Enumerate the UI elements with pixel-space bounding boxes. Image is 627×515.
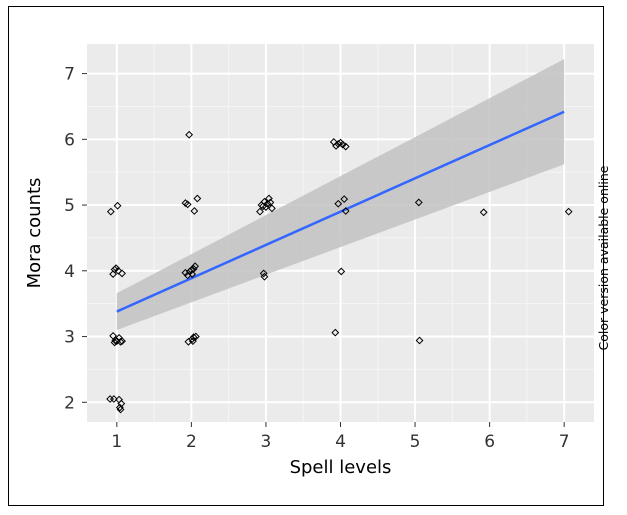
x-tick-label: 5 bbox=[410, 432, 421, 452]
color-version-note: Color version available online bbox=[596, 165, 611, 351]
data-point bbox=[116, 337, 125, 346]
data-point bbox=[193, 194, 202, 203]
data-point bbox=[260, 272, 269, 281]
x-axis: 1 2 3 4 5 6 7 bbox=[111, 422, 570, 452]
data-point bbox=[118, 269, 126, 278]
x-tick-label: 7 bbox=[559, 432, 570, 452]
y-axis: 2 3 4 5 6 7 bbox=[64, 65, 87, 413]
data-point bbox=[188, 270, 197, 278]
regression-line-group bbox=[116, 110, 565, 313]
data-point bbox=[187, 266, 196, 275]
data-point bbox=[181, 199, 190, 207]
data-point bbox=[341, 207, 350, 215]
x-tick-label: 6 bbox=[484, 432, 495, 452]
data-point bbox=[564, 207, 573, 216]
data-point bbox=[415, 336, 424, 345]
data-point bbox=[115, 403, 124, 412]
x-tick-label: 2 bbox=[186, 432, 197, 452]
data-point bbox=[479, 208, 488, 217]
data-point bbox=[337, 267, 346, 276]
figure-frame bbox=[8, 6, 604, 506]
data-point bbox=[114, 266, 123, 275]
data-point bbox=[191, 262, 200, 271]
data-point bbox=[191, 332, 200, 341]
x-axis-title: Spell levels bbox=[290, 457, 392, 478]
y-tick-label: 3 bbox=[64, 328, 75, 348]
data-point bbox=[185, 130, 194, 139]
data-point bbox=[265, 194, 273, 203]
data-point bbox=[267, 204, 276, 213]
data-point bbox=[266, 198, 275, 207]
x-tick-label: 3 bbox=[261, 432, 272, 452]
data-point bbox=[113, 201, 122, 210]
data-point bbox=[340, 195, 349, 204]
data-point bbox=[109, 395, 118, 403]
data-point bbox=[332, 141, 340, 150]
y-tick-label: 6 bbox=[64, 130, 75, 150]
data-point bbox=[116, 405, 125, 414]
regression-line bbox=[116, 110, 565, 313]
y-axis-title: Mora counts bbox=[24, 178, 45, 289]
data-point bbox=[263, 199, 272, 208]
data-points bbox=[106, 130, 573, 414]
data-point bbox=[341, 142, 350, 151]
data-point bbox=[190, 207, 199, 215]
x-tick-label: 1 bbox=[111, 432, 122, 452]
data-point bbox=[183, 200, 192, 209]
y-tick-label: 5 bbox=[64, 196, 75, 216]
data-point bbox=[414, 198, 423, 207]
data-point bbox=[106, 207, 115, 216]
data-point bbox=[334, 199, 343, 208]
data-point bbox=[334, 140, 343, 148]
x-tick-label: 4 bbox=[335, 432, 346, 452]
data-point bbox=[189, 264, 198, 273]
y-tick-label: 7 bbox=[64, 65, 75, 85]
data-point bbox=[118, 337, 126, 346]
data-point bbox=[259, 269, 268, 278]
y-tick-label: 4 bbox=[64, 262, 75, 282]
data-point bbox=[110, 338, 119, 347]
data-point bbox=[188, 337, 197, 346]
data-point bbox=[256, 207, 264, 216]
y-tick-label: 2 bbox=[64, 393, 75, 413]
data-point bbox=[109, 270, 118, 278]
data-point bbox=[331, 328, 340, 337]
data-point bbox=[189, 333, 198, 342]
